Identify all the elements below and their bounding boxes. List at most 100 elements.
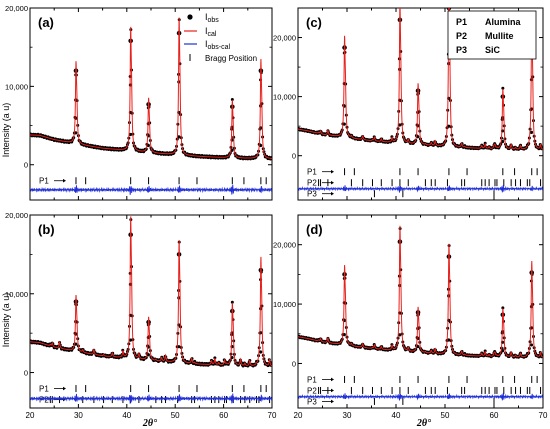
difference-series — [30, 184, 272, 195]
phase-row-label: P1 — [39, 385, 49, 394]
ylabel-top-left: Intensity (a u) — [1, 103, 11, 158]
phase-row-label: P2 — [307, 179, 317, 188]
y-tick-label: 10,000 — [273, 93, 296, 102]
x-tick-label: 30 — [343, 411, 352, 420]
obs-point — [342, 122, 346, 126]
obs-point — [259, 350, 263, 354]
obs-point — [230, 355, 234, 360]
legend-diff-main: I — [205, 39, 208, 49]
plot-frame — [29, 7, 273, 201]
obs-point — [146, 143, 150, 148]
phase-row-label: P1 — [39, 177, 49, 186]
legend-bragg-label: Bragg Position — [205, 54, 257, 63]
y-tick-label: 10,000 — [5, 290, 28, 299]
obs-point — [230, 300, 234, 304]
obs-point — [230, 148, 234, 152]
plot-frame — [29, 214, 273, 409]
phase-row-arrowhead — [331, 169, 334, 174]
legend-cal-label: Ical — [205, 26, 217, 38]
obs-point — [177, 135, 181, 139]
panel-label: (b) — [38, 222, 55, 237]
obs-point — [501, 306, 505, 310]
phase-row-label: P1 — [307, 168, 317, 177]
obs-point — [416, 135, 420, 139]
obs-point — [342, 333, 346, 337]
phase-row-arrowhead — [331, 180, 334, 185]
x-tick-label: 40 — [392, 411, 401, 420]
legend-obs-main: I — [205, 12, 208, 22]
legend-diff-sub: obs-cal — [208, 44, 231, 51]
y-tick-label: 20,000 — [273, 241, 296, 250]
phase-row-arrowhead — [331, 399, 334, 404]
panel-d: (d) 0 10,000 20,000 20 30 40 50 60 70 P1 P2 P3 — [273, 214, 548, 420]
panel-label: (d) — [306, 222, 323, 237]
panel-a: (a) 0 10,000 20,000 P1 — [5, 4, 273, 201]
phase-row-arrowhead — [63, 178, 66, 183]
calc-series — [298, 225, 543, 358]
phase-row-arrowhead — [331, 191, 334, 196]
phase-row-arrowhead — [331, 388, 334, 393]
phase-legend-name-2: Mullite — [485, 31, 514, 41]
phase-row-label: P2 — [307, 386, 317, 395]
calc-series — [30, 17, 272, 159]
obs-point — [500, 349, 505, 353]
legend-obs-marker — [187, 14, 193, 20]
obs-point — [399, 4, 402, 7]
intensity-legend: Iobs Ical Iobs-cal Bragg Position — [184, 12, 257, 63]
plot-frame — [297, 214, 544, 409]
obs-point — [529, 130, 534, 134]
obs-point — [230, 97, 234, 101]
y-tick-label: 10,000 — [273, 300, 296, 309]
phase-row-label: P1 — [307, 375, 317, 384]
legend-cal-main: I — [205, 26, 208, 36]
difference-series — [298, 392, 543, 401]
phase-legend-code-2: P2 — [456, 31, 467, 41]
xlabel-right: 2θ° — [416, 418, 431, 429]
observed-series — [298, 227, 543, 359]
difference-series — [298, 184, 543, 193]
y-tick-label: 0 — [24, 161, 28, 170]
obs-point — [74, 131, 78, 135]
x-tick-label: 50 — [171, 411, 180, 420]
y-tick-label: 0 — [292, 359, 296, 368]
obs-point — [500, 139, 505, 144]
panel-label: (c) — [306, 15, 322, 30]
legend-diff-label: Iobs-cal — [205, 39, 231, 51]
obs-point — [74, 342, 78, 346]
obs-point — [213, 356, 217, 360]
xlabel-left: 2θ° — [142, 418, 157, 429]
phase-row-arrowhead — [331, 377, 334, 382]
phase-row-arrowhead — [63, 386, 66, 391]
observed-series — [30, 18, 272, 161]
phase-row-label: P3 — [307, 190, 317, 199]
phase-legend-name-1: Alumina — [485, 17, 521, 27]
x-tick-label: 60 — [219, 411, 228, 420]
ylabel-bottom-left: Intensity (a u) — [1, 293, 11, 348]
x-tick-label: 70 — [268, 411, 277, 420]
observed-series — [30, 218, 272, 368]
obs-point — [128, 132, 133, 137]
y-tick-label: 20,000 — [5, 4, 28, 13]
obs-point — [128, 338, 133, 342]
phase-legend-name-3: SiC — [485, 45, 501, 55]
y-tick-label: 0 — [292, 152, 296, 161]
phase-legend-box — [447, 10, 537, 60]
x-tick-label: 70 — [539, 411, 548, 420]
obs-point — [447, 338, 451, 342]
calc-series — [298, 8, 543, 150]
y-tick-label: 20,000 — [273, 34, 296, 43]
phase-legend-code-1: P1 — [456, 17, 467, 27]
phase-legend-code-3: P3 — [456, 45, 467, 55]
obs-point — [447, 124, 451, 128]
legend-obs-sub: obs — [208, 17, 220, 24]
x-tick-label: 30 — [74, 411, 83, 420]
obs-point — [398, 333, 402, 337]
panel-c: (c) 0 10,000 20,000 P1 P2 P3 — [273, 4, 544, 201]
difference-series — [30, 393, 272, 404]
legend-obs-label: Iobs — [205, 12, 219, 24]
obs-point — [177, 345, 181, 349]
calc-series — [30, 216, 272, 367]
y-tick-label: 0 — [24, 369, 28, 378]
